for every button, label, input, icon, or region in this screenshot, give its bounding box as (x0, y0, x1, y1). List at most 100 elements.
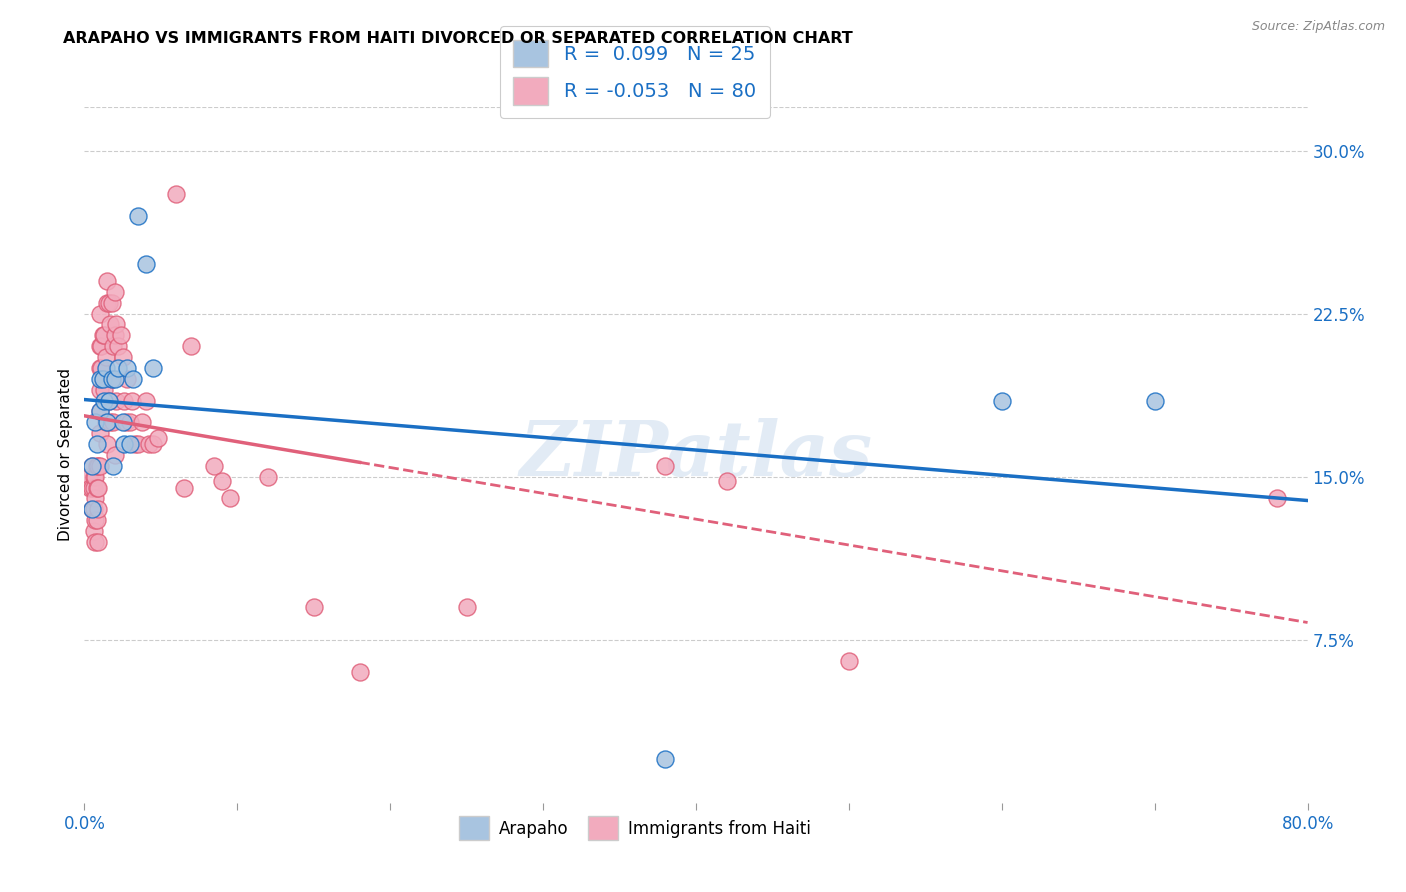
Point (112, 393, 135, 408)
Point (97, 295, 120, 310)
Point (83, 502, 105, 516)
Point (98, 415, 121, 429)
Point (302, 600, 325, 615)
Point (86, 481, 108, 495)
Point (127, 437, 149, 451)
Point (93, 383, 115, 397)
Point (105, 318, 128, 332)
Point (77, 469, 100, 483)
Point (202, 458, 225, 473)
Point (121, 393, 143, 408)
Point (112, 437, 135, 451)
Point (180, 339, 202, 353)
Point (991, 393, 1014, 408)
Point (80, 502, 103, 516)
Point (84, 469, 107, 483)
Point (87, 458, 110, 473)
Point (716, 474, 738, 488)
Point (86, 437, 108, 451)
Point (101, 372, 124, 386)
Point (1265, 491, 1288, 506)
Point (84, 534, 107, 549)
Point (142, 437, 165, 451)
Text: Source: ZipAtlas.com: Source: ZipAtlas.com (1251, 20, 1385, 33)
Point (105, 393, 128, 408)
Point (96, 295, 118, 310)
Point (120, 437, 142, 451)
Point (107, 360, 129, 375)
Point (91, 372, 114, 386)
Point (90, 339, 112, 353)
Point (101, 372, 124, 386)
Point (79, 481, 101, 495)
Point (94, 415, 117, 429)
Point (146, 430, 169, 444)
Point (96, 437, 118, 451)
Point (654, 458, 676, 473)
Point (91, 372, 114, 386)
Point (80, 481, 103, 495)
Point (89, 404, 111, 418)
Point (89, 307, 111, 321)
Point (124, 437, 146, 451)
Point (89, 404, 111, 418)
Point (90, 360, 112, 375)
Point (135, 257, 157, 271)
Point (87, 481, 110, 495)
Point (93, 393, 115, 408)
Point (103, 415, 125, 429)
Point (131, 415, 153, 429)
Point (91, 328, 114, 343)
Point (218, 491, 240, 506)
Point (83, 481, 105, 495)
Point (89, 426, 111, 441)
Point (456, 600, 478, 615)
Point (115, 372, 138, 386)
Point (115, 360, 138, 375)
Point (94, 360, 117, 375)
Point (122, 372, 145, 386)
Point (114, 415, 136, 429)
Point (1143, 393, 1166, 408)
Point (111, 415, 134, 429)
Point (103, 458, 125, 473)
Point (165, 186, 187, 201)
Point (211, 474, 233, 488)
Point (654, 752, 676, 766)
Y-axis label: Divorced or Separated: Divorced or Separated (58, 368, 73, 541)
Point (107, 339, 129, 353)
Point (80, 458, 103, 473)
Point (83, 524, 105, 538)
Point (104, 285, 127, 299)
Point (97, 393, 120, 408)
Point (80, 502, 103, 516)
Point (838, 655, 860, 669)
Point (96, 415, 118, 429)
Point (87, 534, 110, 549)
Point (101, 295, 124, 310)
Point (104, 448, 127, 462)
Point (349, 665, 371, 680)
Point (173, 481, 195, 495)
Point (89, 372, 111, 386)
Legend: Arapaho, Immigrants from Haiti: Arapaho, Immigrants from Haiti (451, 810, 818, 847)
Point (103, 339, 125, 353)
Point (87, 502, 110, 516)
Point (93, 328, 115, 343)
Point (86, 458, 108, 473)
Point (98, 318, 121, 332)
Text: ARAPAHO VS IMMIGRANTS FROM HAITI DIVORCED OR SEPARATED CORRELATION CHART: ARAPAHO VS IMMIGRANTS FROM HAITI DIVORCE… (63, 31, 853, 46)
Point (84, 513, 107, 527)
Point (80, 458, 103, 473)
Point (84, 415, 107, 429)
Point (142, 360, 165, 375)
Point (89, 339, 111, 353)
Point (111, 350, 134, 364)
Point (86, 513, 108, 527)
Point (104, 328, 127, 343)
Point (138, 437, 160, 451)
Point (89, 360, 111, 375)
Point (94, 350, 117, 364)
Point (257, 469, 280, 483)
Point (89, 383, 111, 397)
